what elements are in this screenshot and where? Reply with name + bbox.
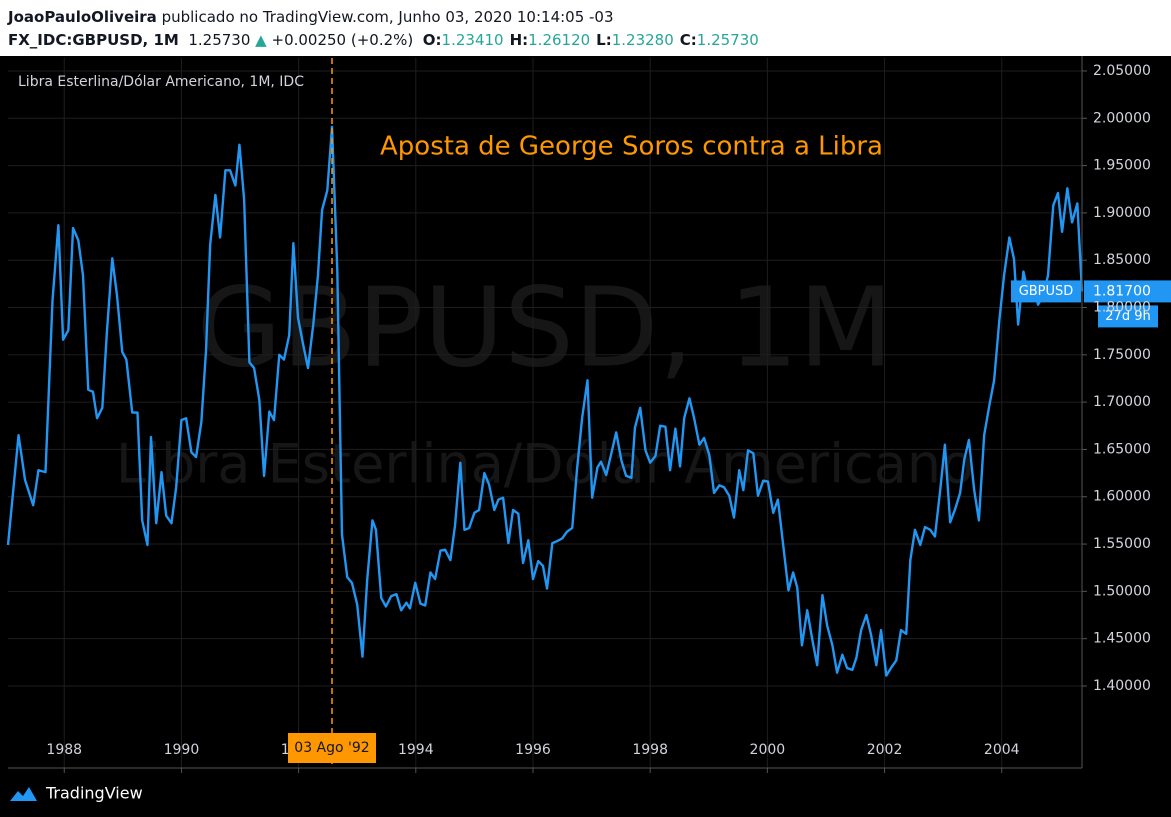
grid: 198819901992199419961998200020022004 — [8, 58, 1087, 773]
author: JoaoPauloOliveira — [8, 8, 157, 26]
header-line2: FX_IDC:GBPUSD, 1M 1.25730 ▲ +0.00250 (+0… — [8, 31, 765, 49]
ohlc-value: 1.23410 — [441, 31, 504, 49]
ohlc: O:1.23410 H:1.26120 L:1.23280 C:1.25730 — [423, 31, 765, 49]
ohlc-value: 1.26120 — [528, 31, 591, 49]
price: 1.25730 — [188, 31, 251, 49]
x-tick-label: 1994 — [398, 742, 434, 758]
y-tick-label: 1.95000 — [1093, 158, 1151, 174]
y-tick-label: 1.75000 — [1093, 347, 1151, 363]
y-tick-label: 2.05000 — [1093, 63, 1151, 79]
price-line — [6, 125, 1084, 677]
ohlc-value: 1.23280 — [611, 31, 674, 49]
change: +0.00250 (+0.2%) — [271, 31, 414, 49]
countdown: 27d 9h — [1105, 309, 1150, 324]
ohlc-key: C: — [679, 31, 697, 49]
header-line1: JoaoPauloOliveira publicado no TradingVi… — [8, 8, 614, 26]
watermark-symbol: GBPUSD, 1M — [197, 263, 894, 391]
ohlc-key: L: — [596, 31, 612, 49]
ohlc-key: H: — [509, 31, 529, 49]
watermark: GBPUSD, 1M Libra Esterlina/Dólar America… — [116, 263, 974, 495]
logo — [10, 787, 37, 801]
arrow: ▲ — [255, 31, 267, 49]
y-tick-label: 2.00000 — [1093, 110, 1151, 126]
brand: TradingView — [45, 784, 143, 803]
y-tick-label: 1.50000 — [1093, 583, 1151, 599]
y-tick-label: 1.60000 — [1093, 489, 1151, 505]
published: publicado no TradingView.com, Junho 03, … — [161, 8, 614, 26]
y-tick-label: 1.65000 — [1093, 441, 1151, 457]
y-tick-label: 1.80000 — [1093, 300, 1151, 316]
x-tick-label: 1990 — [164, 742, 200, 758]
footer: TradingView — [10, 784, 143, 803]
chart-title: Libra Esterlina/Dólar Americano, 1M, IDC — [18, 74, 304, 90]
x-tick-label: 1996 — [515, 742, 551, 758]
y-tick-label: 1.85000 — [1093, 252, 1151, 268]
event-label: 03 Ago '92 — [294, 740, 369, 756]
event-label-bg — [288, 733, 377, 763]
y-tick-label: 1.45000 — [1093, 631, 1151, 647]
x-tick-label: 1998 — [632, 742, 668, 758]
last-price: 1.81700 — [1093, 283, 1151, 299]
symbol: FX_IDC:GBPUSD, 1M — [8, 31, 179, 49]
symbol-tag: GBPUSD — [1019, 284, 1074, 299]
symbol-tag-bg — [1011, 280, 1081, 303]
x-tick-label: 2000 — [750, 742, 786, 758]
x-tick-label: 2004 — [984, 742, 1020, 758]
countdown-bg — [1098, 305, 1158, 328]
y-tick-label: 1.90000 — [1093, 205, 1151, 221]
y-tick-label: 1.55000 — [1093, 536, 1151, 552]
overlay: 03 Ago '92 GBPUSD 1.81700 27d 9h — [288, 58, 1171, 768]
watermark-description: Libra Esterlina/Dólar Americano — [116, 433, 974, 496]
x-tick-label: 2002 — [867, 742, 903, 758]
last-price-bg — [1084, 280, 1171, 303]
plot — [6, 125, 1084, 677]
ohlc-value: 1.25730 — [696, 31, 759, 49]
annotation: Aposta de George Soros contra a Libra — [380, 132, 883, 162]
header: JoaoPauloOliveira publicado no TradingVi… — [0, 0, 1171, 56]
ohlc-key: O: — [422, 31, 442, 49]
y-tick-label: 1.70000 — [1093, 394, 1151, 410]
y-tick-label: 1.40000 — [1093, 678, 1151, 694]
x-tick-label: 1988 — [46, 742, 82, 758]
